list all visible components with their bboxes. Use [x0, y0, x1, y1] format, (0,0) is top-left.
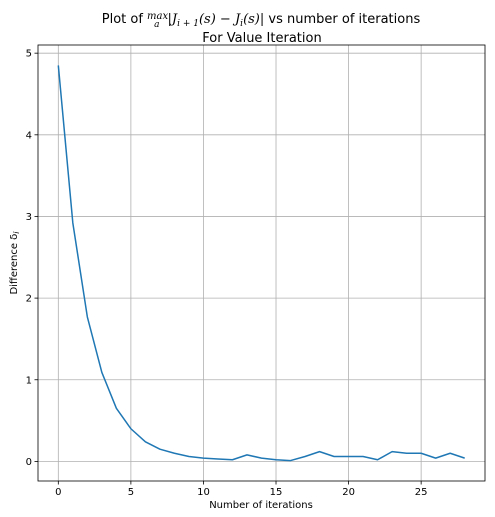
- series-line-0: [57, 65, 465, 462]
- x-tick-label: 5: [128, 487, 134, 498]
- grid-lines: [38, 45, 485, 481]
- y-tick-label: 0: [26, 457, 32, 468]
- y-tick-label: 5: [26, 49, 32, 60]
- x-tick-label: 25: [415, 487, 428, 498]
- y-tick-label: 4: [26, 130, 32, 141]
- y-tick-label: 1: [26, 375, 32, 386]
- y-axis-label: Difference δi: [9, 231, 21, 295]
- chart-title-line1: Plot of max a |Ji + 1(s) − Ji(s)| vs numbe…: [102, 11, 421, 30]
- x-tick-label: 10: [197, 487, 210, 498]
- x-tick-label: 20: [342, 487, 355, 498]
- y-tick-label: 2: [26, 294, 32, 305]
- y-tick-label: 3: [26, 212, 32, 223]
- series-lines: [57, 65, 465, 462]
- chart-title-line2: For Value Iteration: [202, 31, 321, 46]
- x-tick-label: 15: [270, 487, 283, 498]
- plot-frame: [37, 44, 486, 482]
- axes-border: [37, 44, 486, 482]
- x-axis-label: Number of iterations: [209, 500, 313, 511]
- x-tick-label: 0: [55, 487, 61, 498]
- axis-ticks: 0 5 10 15 20 25 0 1 2 3 4 5: [26, 49, 428, 498]
